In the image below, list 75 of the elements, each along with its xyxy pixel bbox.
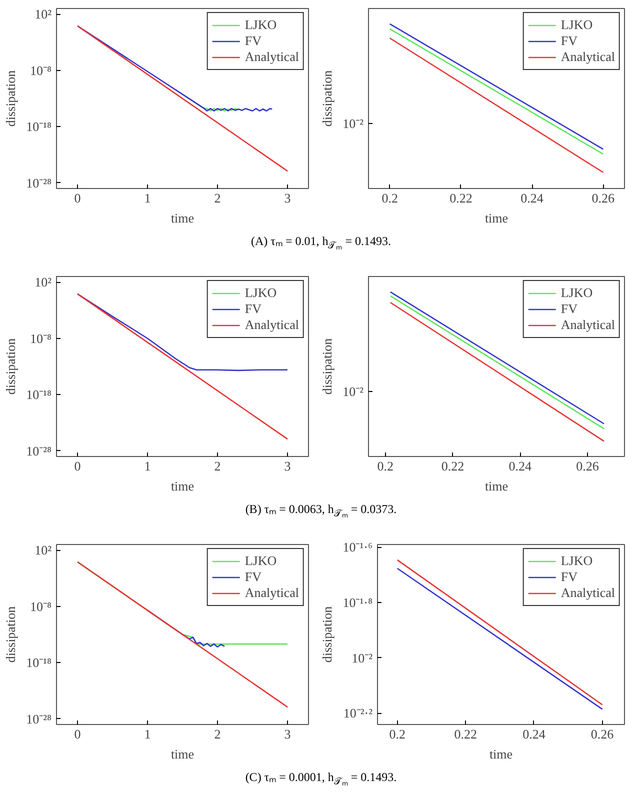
x-tick-label: 0 bbox=[74, 726, 81, 742]
x-tick-label: 1 bbox=[144, 726, 151, 742]
legend-label: LJKO bbox=[244, 285, 277, 301]
y-axis-title: dissipation bbox=[320, 606, 335, 663]
y-tick-label: 10⁻⁸ bbox=[30, 62, 52, 78]
y-tick-label: 10⁻⁸ bbox=[30, 598, 52, 614]
text: 10⁻² bbox=[342, 116, 364, 132]
x-axis-title: time bbox=[489, 746, 513, 762]
y-tick-label: 10⁻¹⁸ bbox=[26, 119, 52, 134]
text: 10⁻²·² bbox=[343, 706, 373, 721]
y-axis-title: dissipation bbox=[3, 606, 18, 663]
y-axis-title: dissipation bbox=[320, 338, 335, 395]
text: (B) τₘ = 0.0063, h$_{𝒯ₘ}$ = 0.0373. bbox=[245, 501, 397, 522]
y-tick-label: 10⁻²⁸ bbox=[26, 443, 52, 458]
y-tick-label: 10⁻⁸ bbox=[30, 330, 52, 346]
x-tick-label: 3 bbox=[284, 726, 291, 742]
x-tick-label: 0.22 bbox=[450, 190, 472, 206]
y-tick-label: 10² bbox=[34, 274, 52, 290]
x-tick-label: 0.2 bbox=[382, 190, 398, 206]
y-tick-label: 10⁻²⁸ bbox=[26, 711, 52, 726]
x-tick-label: 0.26 bbox=[592, 190, 616, 206]
legend-label: FV bbox=[244, 33, 262, 49]
text: 10⁻¹·⁶ bbox=[342, 540, 373, 555]
legend-label: FV bbox=[560, 301, 578, 317]
x-tick-label: 0.24 bbox=[508, 458, 532, 474]
x-tick-label: 0.2 bbox=[389, 726, 406, 742]
legend-label: FV bbox=[244, 569, 262, 585]
x-tick-label: 2 bbox=[214, 726, 221, 742]
text: 10⁻² bbox=[342, 384, 364, 400]
legend-label: Analytical bbox=[244, 585, 299, 601]
x-tick-label: 2 bbox=[214, 458, 221, 474]
legend-label: FV bbox=[244, 301, 262, 317]
y-axis-title: dissipation bbox=[3, 70, 18, 127]
text: (A) τₘ = 0.01, h$_{𝒯ₘ}$ = 0.1493. bbox=[250, 233, 392, 254]
x-tick-label: 0.26 bbox=[576, 458, 600, 474]
y-axis-title: dissipation bbox=[320, 70, 335, 127]
legend-label: Analytical bbox=[244, 317, 299, 333]
legend-label: LJKO bbox=[560, 285, 593, 301]
x-tick-label: 0.2 bbox=[377, 458, 394, 474]
x-tick-label: 3 bbox=[284, 458, 291, 474]
x-axis-title: time bbox=[484, 210, 508, 226]
x-tick-label: 1 bbox=[144, 190, 151, 206]
x-axis-title: time bbox=[484, 478, 508, 494]
x-tick-label: 3 bbox=[284, 190, 291, 206]
x-tick-label: 0.24 bbox=[522, 726, 546, 742]
legend-label: Analytical bbox=[560, 49, 615, 65]
legend-label: LJKO bbox=[560, 553, 593, 569]
legend-label: FV bbox=[560, 33, 578, 49]
y-tick-label: 10² bbox=[34, 6, 52, 22]
legend-label: FV bbox=[560, 569, 578, 585]
x-tick-label: 0.26 bbox=[590, 726, 614, 742]
y-axis-title: dissipation bbox=[3, 338, 18, 395]
x-tick-label: 0.22 bbox=[454, 726, 478, 742]
x-axis-title: time bbox=[170, 746, 194, 762]
x-tick-label: 1 bbox=[144, 458, 151, 474]
text: (C) τₘ = 0.0001, h$_{𝒯ₘ}$ = 0.1493. bbox=[245, 769, 397, 790]
legend-label: Analytical bbox=[560, 317, 615, 333]
y-tick-label: 10⁻¹⁸ bbox=[26, 655, 52, 670]
legend-label: LJKO bbox=[560, 17, 593, 33]
y-tick-label: 10⁻¹⁸ bbox=[26, 387, 52, 402]
text: 10⁻² bbox=[352, 650, 373, 666]
text: 10⁻¹·⁸ bbox=[342, 594, 373, 610]
x-tick-label: 0.22 bbox=[441, 458, 464, 474]
x-tick-label: 0 bbox=[74, 190, 81, 206]
x-tick-label: 0 bbox=[74, 458, 81, 474]
x-tick-label: 0.24 bbox=[520, 190, 544, 206]
x-axis-title: time bbox=[170, 478, 194, 494]
legend-label: LJKO bbox=[244, 553, 277, 569]
x-tick-label: 2 bbox=[214, 190, 221, 206]
y-tick-label: 10² bbox=[34, 542, 52, 558]
legend-label: LJKO bbox=[244, 17, 277, 33]
x-axis-title: time bbox=[170, 210, 194, 226]
legend-label: Analytical bbox=[560, 585, 615, 601]
legend-label: Analytical bbox=[244, 49, 299, 65]
y-tick-label: 10⁻²⁸ bbox=[26, 175, 52, 190]
